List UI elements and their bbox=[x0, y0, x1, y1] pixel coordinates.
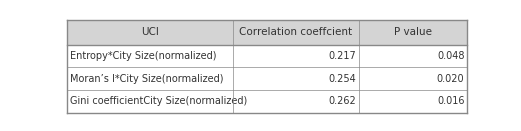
Bar bbox=[233, 45, 359, 67]
Bar bbox=[359, 67, 467, 90]
Bar bbox=[233, 90, 359, 113]
Text: 0.254: 0.254 bbox=[329, 74, 356, 84]
Text: 0.020: 0.020 bbox=[437, 74, 464, 84]
Text: Entropy*City Size(normalized): Entropy*City Size(normalized) bbox=[70, 51, 216, 61]
Bar bbox=[67, 20, 233, 45]
Text: 0.217: 0.217 bbox=[329, 51, 356, 61]
Bar bbox=[67, 45, 233, 67]
Text: Gini coefficientCity Size(normalized): Gini coefficientCity Size(normalized) bbox=[70, 96, 247, 106]
Text: 0.262: 0.262 bbox=[329, 96, 356, 106]
Text: 0.016: 0.016 bbox=[437, 96, 464, 106]
Text: UCI: UCI bbox=[141, 27, 159, 37]
Bar bbox=[233, 67, 359, 90]
Bar bbox=[67, 90, 233, 113]
Bar bbox=[359, 45, 467, 67]
Text: 0.048: 0.048 bbox=[437, 51, 464, 61]
Text: Correlation coeffcient: Correlation coeffcient bbox=[240, 27, 353, 37]
Bar bbox=[359, 20, 467, 45]
Bar bbox=[67, 67, 233, 90]
Bar bbox=[359, 90, 467, 113]
Bar bbox=[233, 20, 359, 45]
Text: P value: P value bbox=[394, 27, 432, 37]
Text: Moran’s I*City Size(normalized): Moran’s I*City Size(normalized) bbox=[70, 74, 223, 84]
